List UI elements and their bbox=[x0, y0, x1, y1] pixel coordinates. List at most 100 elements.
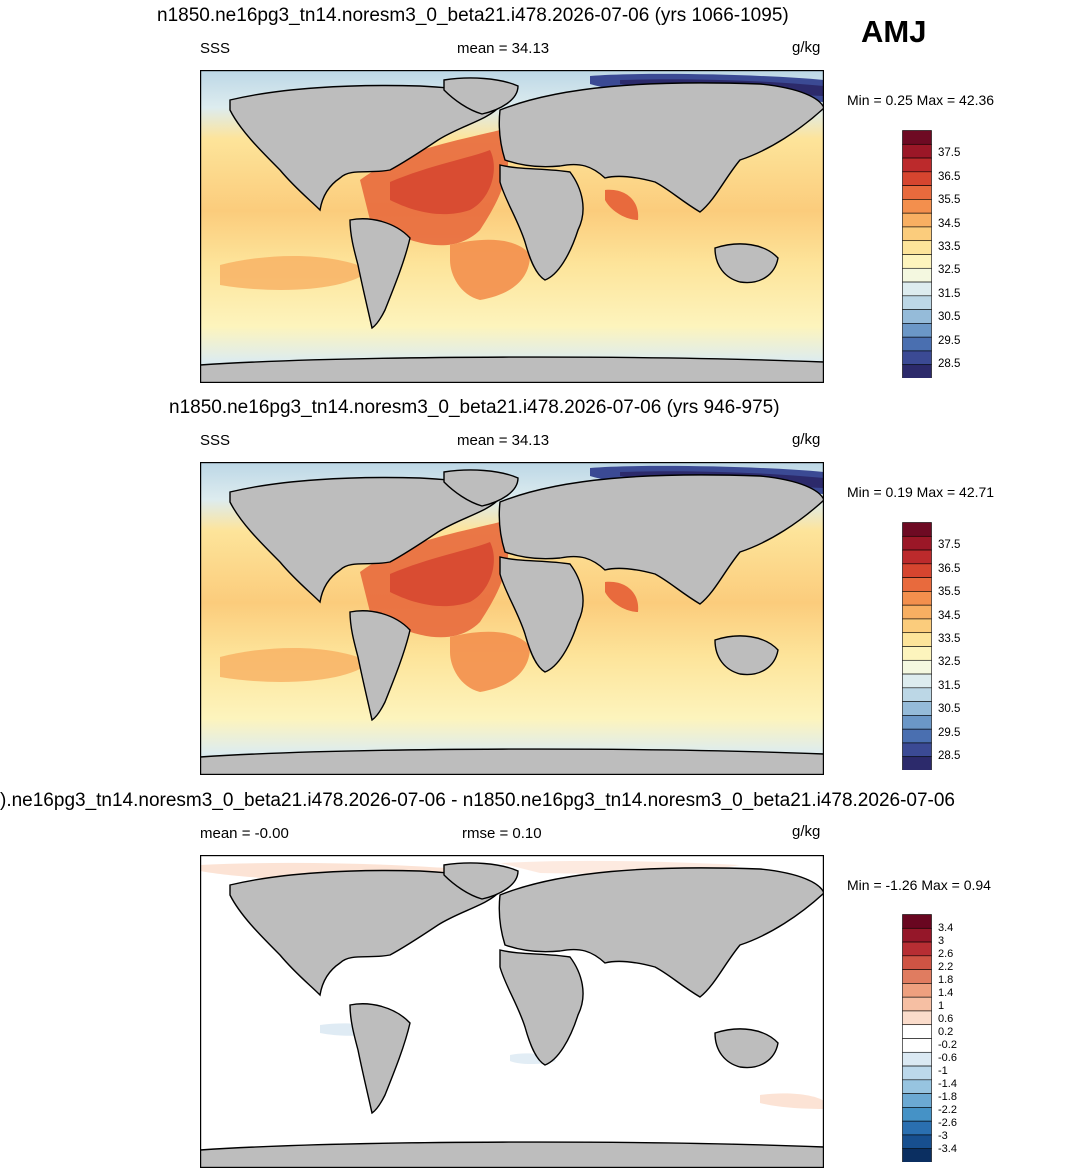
colorbar-swatch bbox=[902, 687, 932, 702]
colorbar-swatch bbox=[902, 715, 932, 730]
panel-3-cb-label: 3 bbox=[938, 935, 945, 947]
panel-3-cb-label: 3.4 bbox=[938, 922, 954, 934]
panel-1-cb-label: 33.5 bbox=[938, 241, 961, 253]
panel-3-cb-label: 1.8 bbox=[938, 974, 954, 986]
season-label: AMJ bbox=[861, 14, 927, 49]
colorbar-swatch bbox=[902, 254, 932, 269]
panel-1-cb-label: 32.5 bbox=[938, 264, 961, 276]
panel-2-minmax-label: Min = 0.19 Max = 42.71 bbox=[847, 484, 995, 500]
panel-3-mean-label: mean = -0.00 bbox=[200, 825, 289, 842]
panel-1-cb-label: 37.5 bbox=[938, 147, 961, 159]
panel-1-variable-label: SSS bbox=[200, 40, 231, 57]
panel-1-cb-label: 28.5 bbox=[938, 358, 961, 370]
colorbar-swatch bbox=[902, 673, 932, 689]
panel-3-cb-label: -1 bbox=[938, 1065, 948, 1077]
panel-2-cb-label: 30.5 bbox=[938, 703, 961, 715]
colorbar-swatch bbox=[902, 130, 932, 145]
colorbar-swatch bbox=[902, 701, 932, 716]
panel-2-cb-label: 28.5 bbox=[938, 750, 961, 762]
panel-2-cb-label: 31.5 bbox=[938, 680, 961, 692]
panel-1-units-label: g/kg bbox=[792, 39, 821, 56]
colorbar-swatch bbox=[902, 604, 932, 620]
colorbar-swatch bbox=[902, 535, 932, 551]
panel-1-cb-label: 29.5 bbox=[938, 335, 961, 347]
panel-1-cb-label: 31.5 bbox=[938, 288, 961, 300]
panel-2-title: n1850.ne16pg3_tn14.noresm3_0_beta21.i478… bbox=[169, 397, 780, 418]
panel-3-cb-label: -0.2 bbox=[938, 1039, 957, 1051]
panel-3-map bbox=[200, 855, 824, 1168]
panel-2-colorbar bbox=[902, 522, 932, 770]
colorbar-swatch bbox=[902, 591, 932, 606]
panel-2-cb-label: 34.5 bbox=[938, 610, 961, 622]
colorbar-swatch bbox=[902, 212, 932, 228]
colorbar-swatch bbox=[902, 742, 932, 758]
panel-3-cb-label: 2.2 bbox=[938, 961, 954, 973]
panel-3-rmse-label: rmse = 0.10 bbox=[462, 825, 542, 842]
colorbar-swatch bbox=[902, 563, 932, 578]
panel-1-title: n1850.ne16pg3_tn14.noresm3_0_beta21.i478… bbox=[157, 5, 789, 26]
colorbar-swatch bbox=[902, 240, 932, 255]
panel-3-colorbar bbox=[902, 914, 932, 1162]
colorbar-swatch bbox=[902, 1038, 932, 1053]
colorbar-swatch bbox=[902, 996, 932, 1012]
panel-3-cb-label: 0.2 bbox=[938, 1026, 954, 1038]
colorbar-swatch bbox=[902, 983, 932, 998]
panel-3-cb-label: 1 bbox=[938, 1000, 945, 1012]
colorbar-swatch bbox=[902, 350, 932, 366]
colorbar-swatch bbox=[902, 281, 932, 297]
colorbar-swatch bbox=[902, 522, 932, 537]
colorbar-swatch bbox=[902, 618, 932, 634]
panel-1-colorbar bbox=[902, 130, 932, 378]
colorbar-swatch bbox=[902, 632, 932, 647]
panel-3-cb-label: -2.6 bbox=[938, 1117, 957, 1129]
colorbar-swatch bbox=[902, 226, 932, 242]
panel-2-cb-label: 37.5 bbox=[938, 539, 961, 551]
colorbar-swatch bbox=[902, 1107, 932, 1122]
panel-2-cb-label: 35.5 bbox=[938, 586, 961, 598]
panel-1-cb-label: 36.5 bbox=[938, 171, 961, 183]
colorbar-swatch bbox=[902, 1010, 932, 1026]
panel-1-mean-label: mean = 34.13 bbox=[457, 40, 550, 57]
panel-1-map bbox=[200, 70, 824, 383]
panel-3-cb-label: 0.6 bbox=[938, 1013, 954, 1025]
colorbar-swatch bbox=[902, 1134, 932, 1150]
colorbar-swatch bbox=[902, 756, 932, 770]
panel-1-cb-label: 30.5 bbox=[938, 311, 961, 323]
colorbar-swatch bbox=[902, 577, 932, 592]
colorbar-swatch bbox=[902, 171, 932, 186]
colorbar-swatch bbox=[902, 1120, 932, 1136]
panel-2-cb-label: 29.5 bbox=[938, 727, 961, 739]
panel-2-cb-label: 33.5 bbox=[938, 633, 961, 645]
panel-1-cb-label: 35.5 bbox=[938, 194, 961, 206]
colorbar-swatch bbox=[902, 1079, 932, 1094]
colorbar-swatch bbox=[902, 646, 932, 661]
colorbar-swatch bbox=[902, 728, 932, 744]
panel-2-mean-label: mean = 34.13 bbox=[457, 432, 550, 449]
panel-2-map bbox=[200, 462, 824, 775]
colorbar-swatch bbox=[902, 549, 932, 565]
colorbar-swatch bbox=[902, 336, 932, 352]
colorbar-swatch bbox=[902, 1148, 932, 1162]
colorbar-swatch bbox=[902, 941, 932, 957]
colorbar-swatch bbox=[902, 914, 932, 929]
panel-3-cb-label: -2.2 bbox=[938, 1104, 957, 1116]
colorbar-swatch bbox=[902, 309, 932, 324]
colorbar-swatch bbox=[902, 955, 932, 970]
panel-3-cb-label: -1.4 bbox=[938, 1078, 957, 1090]
colorbar-swatch bbox=[902, 1024, 932, 1039]
panel-2-cb-label: 32.5 bbox=[938, 656, 961, 668]
colorbar-swatch bbox=[902, 185, 932, 200]
panel-3-units-label: g/kg bbox=[792, 823, 821, 840]
colorbar-swatch bbox=[902, 199, 932, 214]
panel-2-variable-label: SSS bbox=[200, 432, 231, 449]
panel-2-cb-label: 36.5 bbox=[938, 563, 961, 575]
panel-3-title: ).ne16pg3_tn14.noresm3_0_beta21.i478.202… bbox=[0, 790, 956, 811]
colorbar-swatch bbox=[902, 295, 932, 310]
colorbar-swatch bbox=[902, 267, 932, 283]
panel-3-cb-label: -1.8 bbox=[938, 1091, 957, 1103]
colorbar-swatch bbox=[902, 659, 932, 675]
colorbar-swatch bbox=[902, 323, 932, 338]
panel-3-cb-label: -3 bbox=[938, 1130, 948, 1142]
colorbar-swatch bbox=[902, 364, 932, 378]
panel-3-cb-label: -3.4 bbox=[938, 1143, 957, 1155]
